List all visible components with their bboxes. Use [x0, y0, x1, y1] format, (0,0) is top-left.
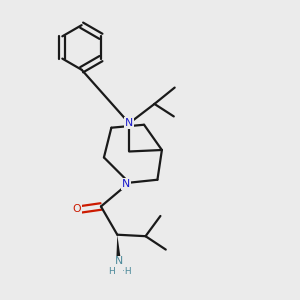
Text: N: N [115, 256, 123, 266]
Polygon shape [116, 235, 122, 265]
Text: N: N [125, 118, 133, 128]
Text: H: H [108, 267, 115, 276]
Text: O: O [72, 204, 81, 214]
Text: N: N [122, 179, 130, 189]
Text: ·H: ·H [122, 267, 132, 276]
